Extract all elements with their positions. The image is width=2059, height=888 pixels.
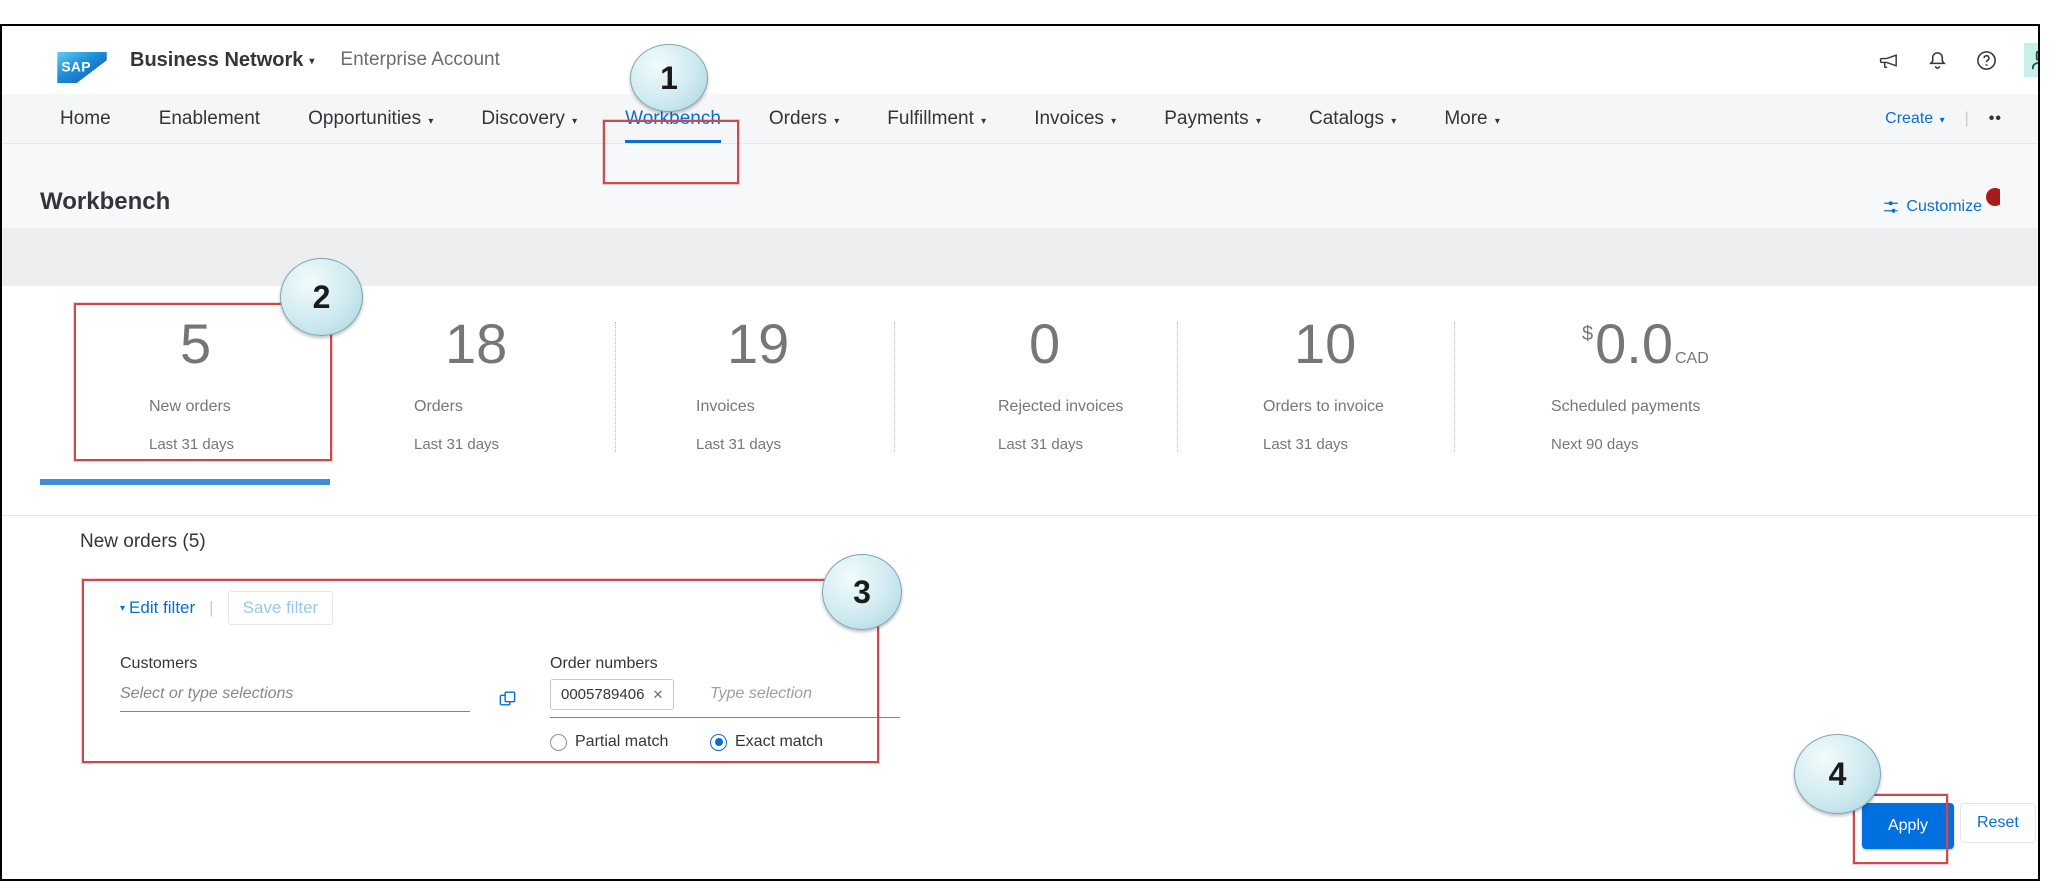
svg-text:SAP: SAP	[61, 58, 90, 74]
